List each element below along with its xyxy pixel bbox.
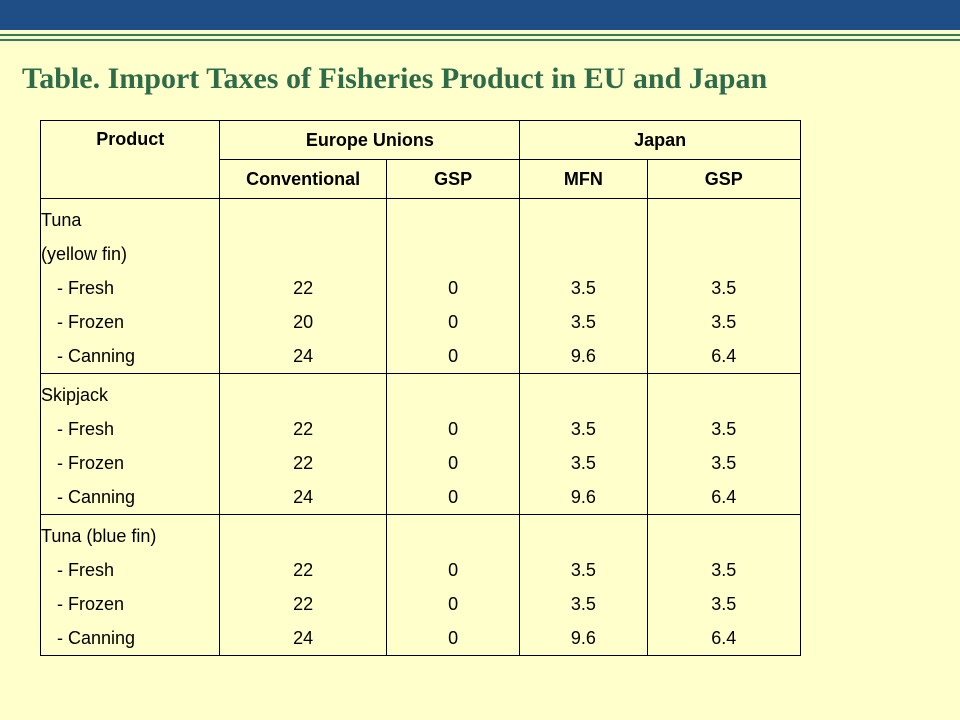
slide-title: Table. Import Taxes of Fisheries Product… (22, 62, 768, 95)
value: 20 (293, 312, 314, 332)
value: 0 (448, 594, 459, 614)
item-label: - Fresh (57, 419, 115, 439)
value: 3.5 (570, 453, 596, 473)
item-label: - Fresh (57, 560, 115, 580)
header-eu-conventional: Conventional (219, 159, 387, 199)
value: 0 (448, 312, 459, 332)
item-label: - Frozen (57, 594, 125, 614)
value: 3.5 (711, 560, 737, 580)
header-product: Product (39, 120, 221, 199)
value: 22 (293, 419, 314, 439)
header-europe-unions: Europe Unions (219, 120, 521, 160)
header-jp-gsp: GSP (646, 159, 802, 199)
eu-gsp-cell: 0 0 0 (385, 198, 521, 374)
value: 22 (293, 453, 314, 473)
value: 0 (448, 487, 459, 507)
table-row: Skipjack - Fresh - Frozen - Canning 22 2… (39, 373, 802, 515)
banner-rule-upper (0, 34, 960, 36)
value: 3.5 (711, 453, 737, 473)
value: 3.5 (570, 278, 596, 298)
table-row: Tuna (yellow fin) - Fresh - Frozen - Can… (39, 198, 802, 374)
product-cell: Tuna (yellow fin) - Fresh - Frozen - Can… (39, 198, 221, 374)
value: 3.5 (711, 278, 737, 298)
value: 3.5 (570, 594, 596, 614)
item-label: - Frozen (57, 453, 125, 473)
jp-gsp-cell: 3.5 3.5 6.4 (646, 198, 802, 374)
value: 0 (448, 278, 459, 298)
eu-gsp-cell: 0 0 0 (385, 373, 521, 515)
value: 24 (293, 487, 314, 507)
eu-conventional-cell: 22 22 24 (219, 373, 387, 515)
value: 9.6 (570, 628, 596, 648)
group-name: Skipjack (41, 385, 109, 405)
value: 3.5 (570, 560, 596, 580)
top-banner-bar (0, 0, 960, 30)
product-cell: Tuna (blue fin) - Fresh - Frozen - Canni… (39, 514, 221, 656)
header-jp-mfn: MFN (519, 159, 648, 199)
value: 3.5 (711, 312, 737, 332)
header-eu-gsp: GSP (385, 159, 521, 199)
value: 3.5 (711, 594, 737, 614)
jp-mfn-cell: 3.5 3.5 9.6 (519, 198, 648, 374)
value: 22 (293, 594, 314, 614)
jp-gsp-cell: 3.5 3.5 6.4 (646, 373, 802, 515)
jp-gsp-cell: 3.5 3.5 6.4 (646, 514, 802, 656)
value: 3.5 (570, 312, 596, 332)
group-subtitle: (yellow fin) (41, 244, 128, 264)
item-label: - Canning (57, 346, 136, 366)
item-label: - Frozen (57, 312, 125, 332)
value: 6.4 (711, 628, 737, 648)
item-label: - Canning (57, 487, 136, 507)
header-row-top: Product Europe Unions Japan (39, 120, 801, 199)
value: 24 (293, 346, 314, 366)
value: 0 (448, 453, 459, 473)
group-name: Tuna (blue fin) (41, 526, 157, 546)
value: 6.4 (711, 487, 737, 507)
product-cell: Skipjack - Fresh - Frozen - Canning (39, 373, 221, 515)
value: 9.6 (570, 346, 596, 366)
jp-mfn-cell: 3.5 3.5 9.6 (519, 373, 648, 515)
value: 22 (293, 560, 314, 580)
eu-conventional-cell: 22 22 24 (219, 514, 387, 656)
header-japan: Japan (519, 120, 801, 160)
value: 3.5 (711, 419, 737, 439)
header-row-sub: Conventional GSP MFN GSP (41, 159, 802, 199)
group-name: Tuna (41, 210, 82, 230)
value: 24 (293, 628, 314, 648)
value: 0 (448, 419, 459, 439)
eu-conventional-cell: 22 20 24 (219, 198, 387, 374)
banner-rule-lower (0, 39, 960, 41)
value: 6.4 (711, 346, 737, 366)
value: 3.5 (570, 419, 596, 439)
import-tax-table: Product Europe Unions Japan Conventional… (39, 120, 802, 656)
jp-mfn-cell: 3.5 3.5 9.6 (519, 514, 648, 656)
value: 9.6 (570, 487, 596, 507)
value: 22 (293, 278, 314, 298)
value: 0 (448, 346, 459, 366)
value: 0 (448, 560, 459, 580)
table-row: Tuna (blue fin) - Fresh - Frozen - Canni… (39, 514, 802, 656)
value: 0 (448, 628, 459, 648)
item-label: - Canning (57, 628, 136, 648)
eu-gsp-cell: 0 0 0 (385, 514, 521, 656)
item-label: - Fresh (57, 278, 115, 298)
